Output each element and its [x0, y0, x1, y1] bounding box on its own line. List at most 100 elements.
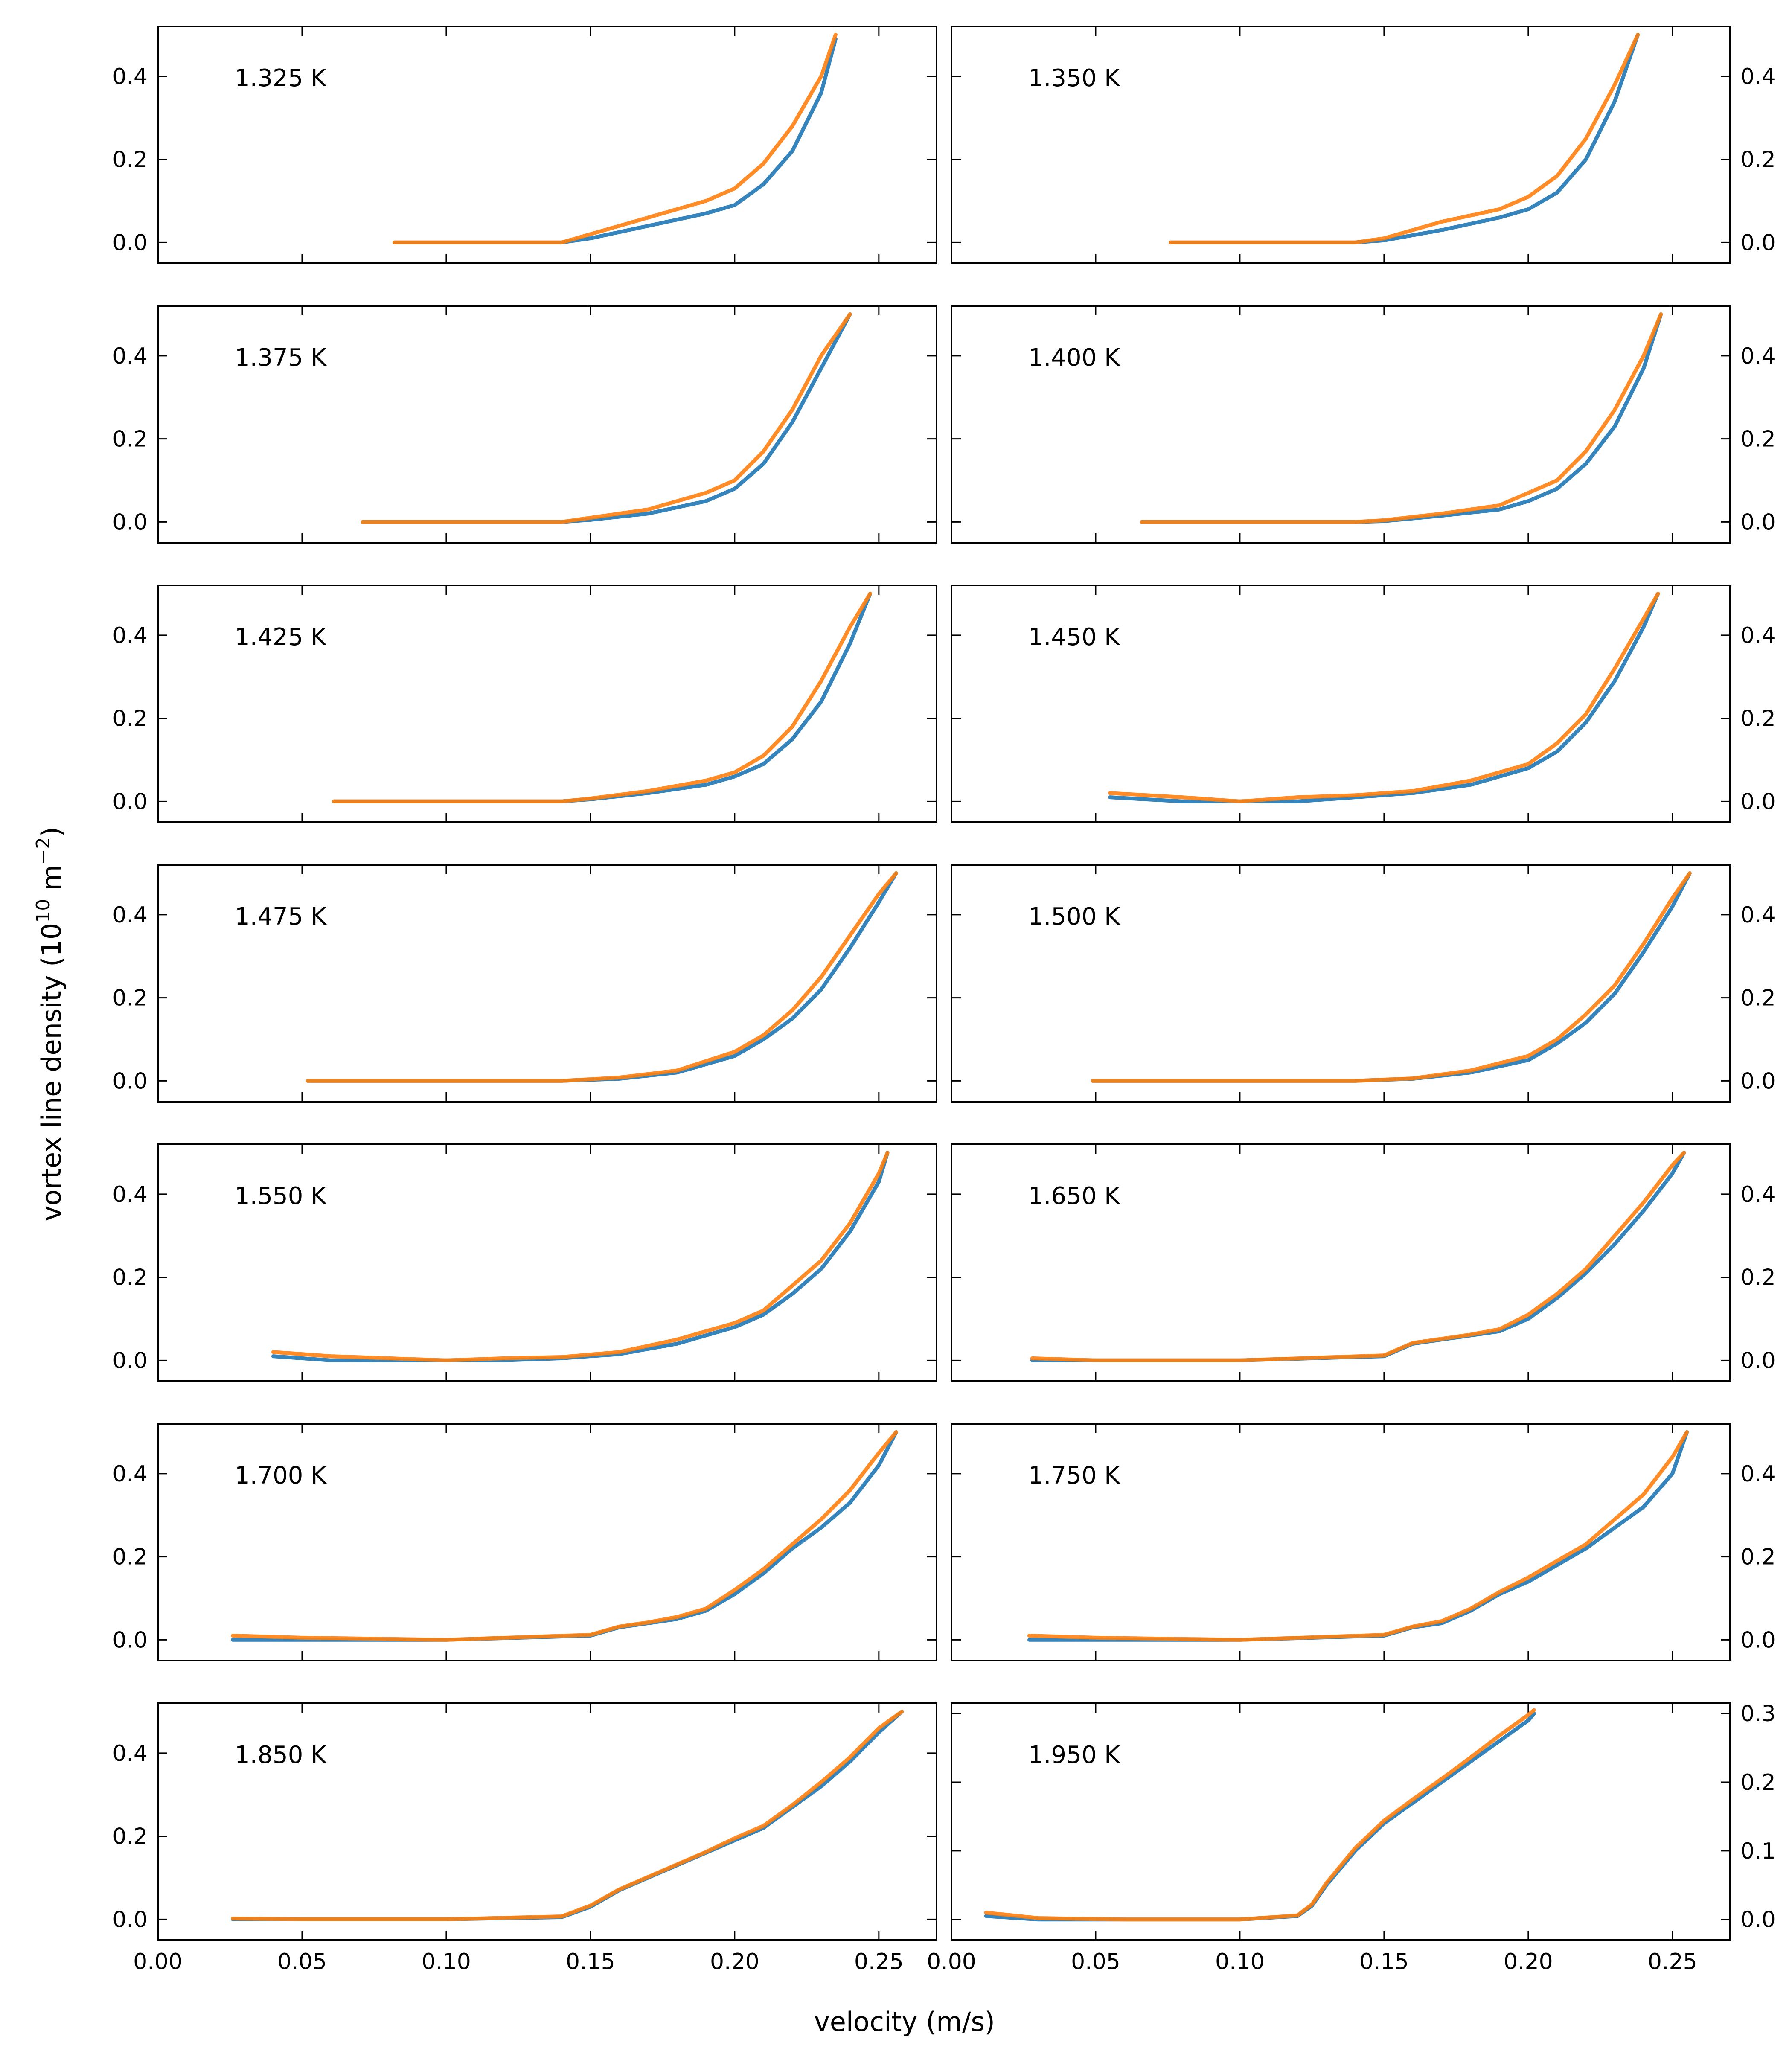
- y-tick-label: 0.2: [1740, 147, 1776, 173]
- y-tick-label: 0.2: [112, 147, 148, 173]
- panel-10: 0.0 0.2 0.4 1.650 K: [951, 1143, 1776, 1382]
- temperature-label: 1.425 K: [235, 623, 327, 651]
- y-axis-label-exponent-2: −2: [32, 837, 54, 865]
- x-tick-label: 0.10: [422, 1949, 471, 1975]
- y-tick-label: 0.0: [1740, 1348, 1776, 1373]
- y-tick-label: 0.0: [1740, 230, 1776, 256]
- y-axis-label-close: ): [36, 827, 67, 837]
- panel-8: 0.0 0.2 0.4 1.500 K: [951, 864, 1776, 1103]
- plot-area-frame: [157, 305, 937, 544]
- y-tick-label: 0.0: [112, 230, 148, 256]
- panel-2: 0.0 0.2 0.4 1.350 K: [951, 26, 1776, 264]
- y-tick-label: 0.4: [1740, 64, 1776, 90]
- series-line-orange: [1108, 592, 1660, 803]
- panel-5: 0.0 0.2 0.4 1.425 K: [112, 585, 937, 823]
- y-tick-label: 0.2: [1740, 427, 1776, 452]
- series-line-orange: [1091, 871, 1692, 1083]
- series-line-orange: [332, 592, 872, 803]
- temperature-label: 1.700 K: [235, 1462, 327, 1489]
- panel-4: 0.0 0.2 0.4 1.400 K: [951, 305, 1776, 544]
- y-tick-label: 0.2: [1740, 986, 1776, 1011]
- y-tick-label: 0.0: [112, 1907, 148, 1932]
- temperature-label: 1.450 K: [1028, 623, 1120, 651]
- x-tick-label: 0.15: [1359, 1949, 1409, 1975]
- y-tick-label: 0.0: [1740, 1907, 1776, 1933]
- y-tick-label: 0.4: [1740, 343, 1776, 369]
- plot-area-frame: [157, 1702, 937, 1941]
- y-tick-label: 0.0: [112, 1068, 148, 1094]
- temperature-label: 1.750 K: [1028, 1462, 1120, 1489]
- plot-area-frame: [951, 1143, 1731, 1382]
- plot-area-frame: [951, 26, 1731, 264]
- y-tick-label: 0.0: [112, 509, 148, 535]
- y-tick-label: 0.4: [112, 1741, 148, 1766]
- y-tick-label: 0.0: [112, 1348, 148, 1373]
- y-tick-label: 0.2: [1740, 1265, 1776, 1291]
- y-tick-label: 0.2: [112, 1824, 148, 1850]
- x-axis-label: velocity (m/s): [814, 2006, 995, 2037]
- temperature-label: 1.500 K: [1028, 903, 1120, 931]
- y-axis-label: vortex line density (1010 m−2): [32, 827, 67, 1222]
- panels: 0.00.20.4 1.325 K0.00.20.41.350 K0.00.20.…: [112, 26, 1776, 1975]
- temperature-label: 1.475 K: [235, 903, 327, 931]
- y-tick-label: 0.0: [1740, 1627, 1776, 1653]
- series-line-orange: [984, 1708, 1536, 1922]
- y-tick-label: 0.1: [1740, 1839, 1776, 1864]
- y-tick-label: 0.2: [112, 986, 148, 1011]
- y-axis-label-exponent-1: 10: [32, 899, 54, 923]
- y-tick-label: 0.2: [1740, 1770, 1776, 1795]
- temperature-label: 1.950 K: [1028, 1741, 1120, 1769]
- y-tick-label: 0.4: [112, 64, 148, 90]
- y-tick-label: 0.4: [1740, 1182, 1776, 1207]
- plot-area-frame: [951, 305, 1731, 544]
- y-tick-label: 0.4: [112, 902, 148, 928]
- y-tick-label: 0.2: [112, 706, 148, 732]
- y-tick-label: 0.4: [112, 623, 148, 649]
- series-line-orange: [231, 1430, 898, 1642]
- plot-area-frame: [157, 1423, 937, 1661]
- y-tick-label: 0.4: [112, 1182, 148, 1207]
- plot-area-frame: [951, 864, 1731, 1103]
- x-tick-label: 0.15: [566, 1949, 615, 1975]
- panel-3: 0.0 0.2 0.4 1.375 K: [112, 305, 937, 544]
- x-tick-label: 0.20: [710, 1949, 759, 1975]
- temperature-label: 1.375 K: [235, 344, 327, 372]
- x-tick-label: 0.10: [1215, 1949, 1265, 1975]
- y-tick-label: 0.4: [1740, 1461, 1776, 1487]
- y-axis-label-unit: m: [36, 865, 67, 899]
- series-line-orange: [306, 871, 898, 1083]
- panel-6: 0.0 0.2 0.4 1.450 K: [951, 585, 1776, 823]
- plot-area-frame: [951, 585, 1731, 823]
- x-tick-label: 0.25: [1648, 1949, 1697, 1975]
- y-tick-label: 0.2: [1740, 706, 1776, 732]
- y-tick-label: 0.4: [112, 1461, 148, 1487]
- y-tick-label: 0.0: [112, 1627, 148, 1653]
- y-tick-label: 0.4: [112, 343, 148, 369]
- y-tick-label: 0.0: [1740, 789, 1776, 815]
- x-tick-label: 0.05: [1071, 1949, 1120, 1975]
- panel-11: 0.0 0.2 0.4 1.700 K: [112, 1423, 937, 1661]
- panel-1: 0.0 0.2 0.4 1.325 K: [112, 26, 937, 264]
- panel-14: 0.00 0.05 0.10 0.15 0.20 0.25 0.0 0.1 0.2 0.3 1.95…: [927, 1701, 1776, 1975]
- series-line-orange: [1027, 1430, 1689, 1642]
- panel-7: 0.0 0.2 0.4 1.475 K: [112, 864, 937, 1103]
- x-tick-label: 0.00: [133, 1949, 183, 1975]
- plot-area-frame: [951, 1702, 1731, 1941]
- y-tick-label: 0.2: [112, 1545, 148, 1570]
- y-axis-label-main: vortex line density (10: [36, 923, 67, 1222]
- series-line-orange: [1169, 33, 1640, 244]
- plot-area-frame: [157, 1143, 937, 1382]
- temperature-label: 1.850 K: [235, 1741, 327, 1769]
- temperature-label: 1.650 K: [1028, 1182, 1120, 1210]
- plot-area-frame: [157, 864, 937, 1103]
- series-line-orange: [361, 312, 852, 524]
- plot-area-frame: [951, 1423, 1731, 1661]
- temperature-label: 1.400 K: [1028, 344, 1120, 372]
- plot-area-frame: [157, 26, 937, 264]
- series-line-orange: [271, 1151, 890, 1362]
- y-tick-label: 0.0: [112, 789, 148, 815]
- y-tick-label: 0.3: [1740, 1701, 1776, 1727]
- temperature-label: 1.350 K: [1028, 64, 1120, 92]
- panel-9: 0.0 0.2 0.4 1.550 K: [112, 1143, 937, 1382]
